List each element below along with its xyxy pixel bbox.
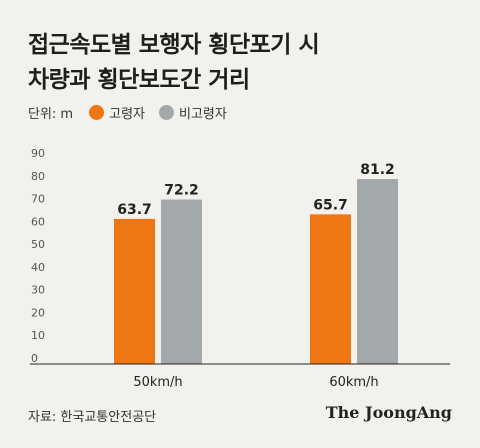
chart-title: 접근속도별 보행자 횡단포기 시 차량과 횡단보도간 거리 — [28, 28, 320, 98]
legend-entry-elderly: 고령자 — [89, 103, 145, 122]
legend-label-elderly: 고령자 — [109, 107, 145, 122]
y-tick-label: 50 — [31, 238, 45, 251]
legend-swatch-elderly — [89, 105, 105, 120]
bar — [357, 179, 398, 364]
bar — [161, 199, 202, 364]
y-tick-label: 60 — [31, 215, 45, 228]
y-tick-label: 70 — [31, 193, 45, 206]
x-tick-label: 50km/h — [133, 375, 182, 390]
legend-entry-non-elderly: 비고령자 — [159, 103, 227, 122]
data-label: 81.2 — [360, 162, 395, 178]
bar — [310, 214, 351, 364]
source-note: 자료: 한국교통안전공단 — [28, 410, 157, 425]
data-label: 65.7 — [313, 197, 348, 213]
legend-swatch-non-elderly — [159, 105, 174, 120]
x-tick-label: 60km/h — [329, 375, 378, 390]
title-line-1: 접근속도별 보행자 횡단포기 시 — [28, 32, 320, 58]
bar-chart: 0 10 20 30 40 50 60 70 80 90 63.7 72.2 50km/h 65.7 81.… — [30, 147, 450, 390]
data-label: 63.7 — [117, 202, 152, 218]
y-tick-label: 10 — [31, 329, 45, 342]
bar — [114, 218, 155, 364]
brand-logo: The JoongAng — [325, 403, 452, 422]
title-line-2: 차량과 횡단보도간 거리 — [28, 67, 250, 93]
y-tick-label: 80 — [31, 170, 45, 183]
legend-label-non-elderly: 비고령자 — [179, 107, 227, 122]
unit-label: 단위: m — [28, 107, 74, 122]
legend: 단위: m 고령자 비고령자 — [28, 103, 241, 122]
y-tick-label: 90 — [31, 147, 45, 160]
data-label: 72.2 — [164, 183, 199, 199]
y-tick-label: 30 — [31, 284, 45, 297]
y-tick-label: 0 — [31, 352, 38, 365]
y-tick-label: 40 — [31, 261, 45, 274]
y-tick-label: 20 — [31, 306, 45, 319]
